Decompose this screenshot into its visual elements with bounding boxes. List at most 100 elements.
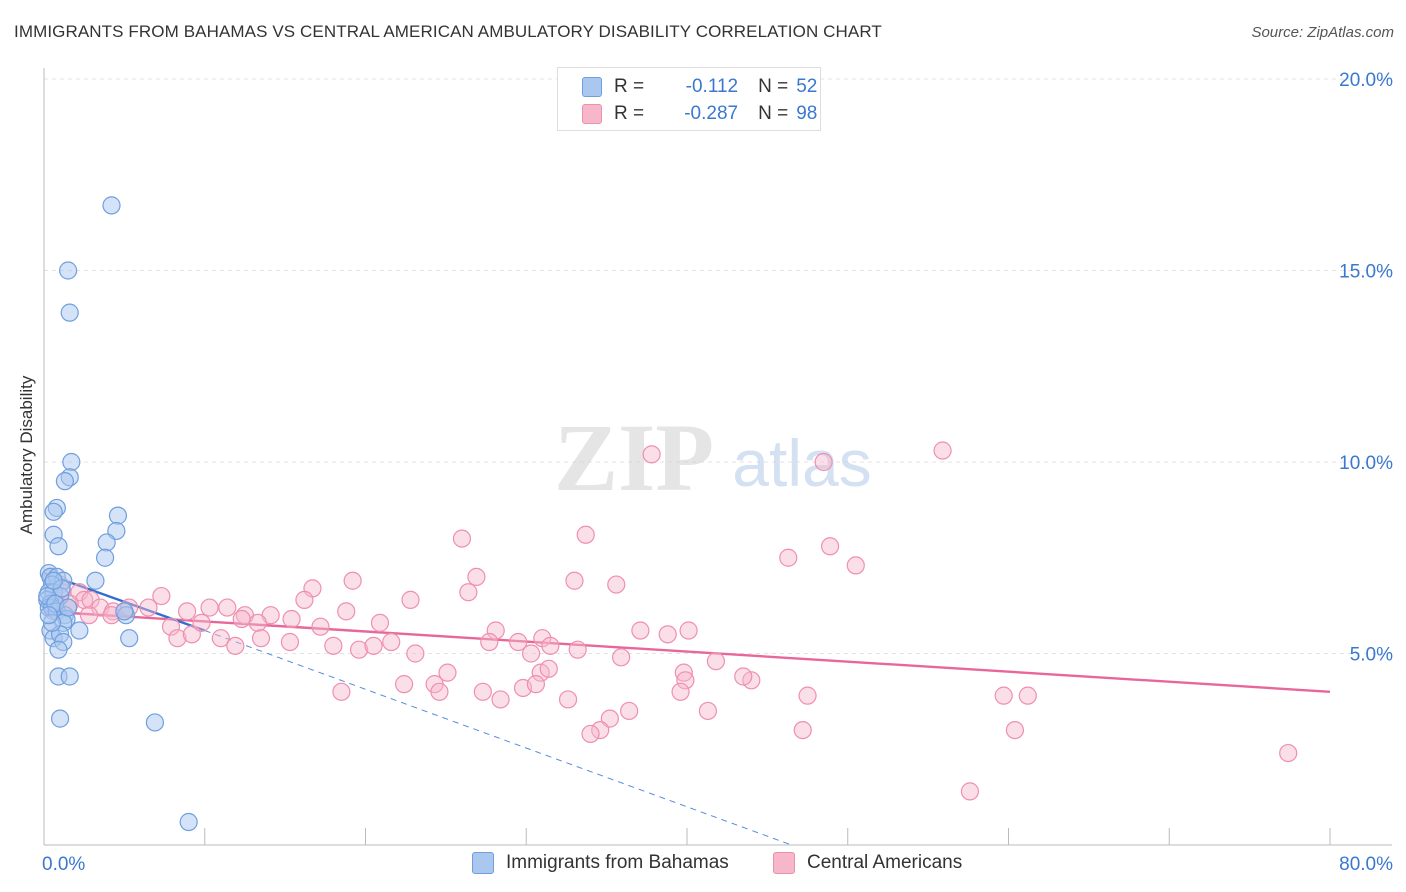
watermark-atlas: atlas (732, 426, 871, 500)
data-point-central-americans (370, 613, 390, 632)
gridlines (44, 78, 1392, 654)
data-point-bahamas (49, 640, 68, 659)
data-point-central-americans (152, 586, 171, 606)
data-point-central-americans (211, 629, 230, 648)
data-point-bahamas (102, 196, 121, 215)
data-point-bahamas (108, 506, 128, 525)
legend-n-value: 98 (796, 103, 818, 124)
data-point-central-americans (394, 675, 414, 694)
data-point-central-americans (698, 701, 717, 721)
legend-r-label: R = (614, 103, 645, 124)
legend-row-bahamas: R = -0.112 N = 52 (582, 74, 817, 100)
data-point-central-americans (438, 663, 457, 682)
watermark-zip: ZIP (554, 404, 714, 511)
data-point-central-americans (576, 525, 595, 544)
tick-labels: 5.0% 10.0% 15.0% 20.0% 0.0% 80.0% (42, 70, 1393, 875)
data-point-bahamas (120, 629, 139, 648)
data-point-central-americans (509, 632, 528, 652)
trend-line-bahamas-extended (204, 630, 792, 846)
data-point-central-americans (581, 724, 600, 744)
x-tick-label: 80.0% (1339, 854, 1393, 875)
data-point-bahamas (95, 548, 115, 567)
axes (43, 68, 1392, 846)
data-point-central-americans (676, 671, 695, 690)
data-point-bahamas (50, 709, 70, 728)
data-point-central-americans (251, 629, 271, 648)
data-point-bahamas (44, 502, 63, 521)
bahamas-points (38, 196, 198, 832)
x-tick-label: 0.0% (42, 854, 85, 875)
data-point-central-americans (820, 537, 840, 556)
data-point-central-americans (631, 621, 650, 640)
data-point-bahamas (86, 571, 105, 590)
series-legend-central-americans[interactable]: Central Americans (773, 852, 962, 874)
data-point-central-americans (168, 629, 187, 648)
data-point-bahamas (44, 571, 63, 590)
watermark: ZIP atlas (554, 404, 872, 511)
data-point-bahamas (70, 621, 89, 640)
data-point-central-americans (280, 632, 300, 652)
legend-n-label: N = (758, 76, 789, 97)
data-point-central-americans (218, 598, 237, 617)
data-point-central-americans (81, 590, 100, 609)
y-axis-label: Ambulatory Disability (17, 375, 36, 535)
data-point-bahamas (179, 812, 198, 832)
y-tick-label: 10.0% (1339, 453, 1393, 474)
data-point-central-americans (671, 682, 690, 701)
data-point-central-americans (798, 686, 817, 705)
data-point-central-americans (406, 644, 425, 663)
data-point-central-americans (364, 636, 383, 655)
data-point-central-americans (486, 621, 505, 640)
legend-n-value: 52 (796, 76, 818, 97)
source-credit: Source: ZipAtlas.com (1251, 24, 1394, 41)
data-point-central-americans (200, 598, 219, 617)
data-point-central-americans (526, 675, 545, 694)
data-point-central-americans (177, 602, 197, 621)
data-point-central-americans (282, 609, 301, 629)
data-point-central-americans (658, 625, 677, 644)
data-point-central-americans (679, 621, 698, 640)
data-point-central-americans (1005, 720, 1025, 740)
data-point-central-americans (337, 602, 356, 621)
data-point-central-americans (994, 686, 1013, 705)
data-point-bahamas (145, 713, 165, 732)
data-point-bahamas (55, 472, 74, 491)
data-point-bahamas (59, 261, 78, 280)
data-point-central-americans (226, 636, 245, 655)
data-point-central-americans (793, 720, 812, 740)
data-point-central-americans (620, 701, 639, 721)
data-point-central-americans (779, 548, 798, 567)
data-point-bahamas (115, 602, 134, 621)
data-point-central-americans (295, 590, 314, 609)
legend-swatch-pink (582, 104, 602, 124)
data-point-central-americans (568, 640, 587, 659)
data-point-central-americans (674, 663, 693, 682)
data-point-central-americans (473, 682, 492, 701)
series-swatch-blue (472, 852, 494, 874)
legend-swatch-blue (582, 77, 602, 97)
data-point-central-americans (430, 682, 449, 701)
data-point-central-americans (467, 567, 486, 587)
data-point-central-americans (558, 690, 578, 709)
data-point-central-americans (541, 636, 560, 655)
data-point-bahamas (60, 303, 79, 322)
data-point-central-americans (248, 613, 267, 632)
legend-r-value: -0.287 (684, 103, 739, 124)
data-point-central-americans (324, 636, 343, 655)
data-point-central-americans (814, 452, 833, 472)
data-point-central-americans (734, 667, 753, 686)
series-legend-bahamas[interactable]: Immigrants from Bahamas (472, 852, 729, 874)
data-point-central-americans (933, 441, 952, 460)
legend-r-label: R = (614, 76, 645, 97)
data-point-central-americans (192, 613, 211, 632)
y-tick-label: 20.0% (1339, 70, 1393, 91)
data-point-central-americans (565, 571, 584, 590)
data-point-central-americans (311, 617, 330, 636)
chart-title: IMMIGRANTS FROM BAHAMAS VS CENTRAL AMERI… (14, 22, 882, 41)
data-point-central-americans (232, 609, 251, 629)
series-label-central-americans: Central Americans (807, 852, 963, 873)
data-point-central-americans (491, 690, 510, 709)
legend-r-value: -0.112 (685, 76, 739, 97)
central-americans-points (41, 441, 1298, 801)
